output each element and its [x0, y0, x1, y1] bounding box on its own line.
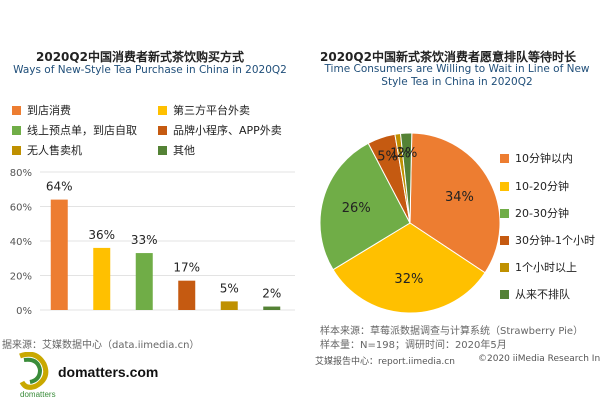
bar-value-label: 33% [131, 233, 158, 247]
legend-item-in-store: 到店消费 [12, 102, 71, 118]
legend-swatch [12, 145, 21, 155]
bar [135, 253, 153, 310]
legend-swatch [158, 145, 167, 155]
gridlines [40, 171, 295, 311]
legend-swatch [500, 289, 509, 299]
pie-chart-subtitle: Time Consumers are Willing to Wait in Li… [324, 63, 590, 88]
legend-item-under-10min: 10分钟以内 [500, 150, 573, 166]
watermark-site: domatters.com [58, 364, 159, 380]
legend-label: 10分钟以内 [515, 152, 573, 165]
bar-value-labels: 64% 36% 33% 17% 5% 2% [46, 180, 281, 301]
legend-swatch [12, 125, 21, 135]
legend-item-10-20min: 10-20分钟 [500, 178, 569, 194]
bar-value-label: 36% [88, 228, 115, 242]
pie-chart-title: 2020Q2中国新式茶饮消费者愿意排队等待时长 [320, 50, 576, 64]
pie-value-label: 26% [342, 201, 371, 216]
legend-item-online-preorder: 线上预点单，到店自取 [12, 122, 137, 138]
pie-value-label: 5% [377, 149, 398, 164]
legend-swatch [500, 181, 509, 191]
legend-label: 其他 [173, 144, 195, 157]
bar-value-label: 2% [262, 287, 281, 301]
y-tick-label: 20% [10, 272, 32, 283]
pie-slices [319, 132, 501, 314]
bar-value-label: 17% [173, 261, 200, 275]
legend-item-third-party-delivery: 第三方平台外卖 [158, 102, 250, 118]
bar-chart: 0% 20% 40% 60% 80% 64% 36% 33% 17% 5% 2% [10, 168, 295, 317]
legend-swatch [12, 105, 21, 115]
legend-item-vending-machine: 无人售卖机 [12, 142, 82, 158]
pie-slice [332, 222, 486, 314]
bar-value-label: 5% [220, 281, 239, 295]
y-tick-label: 0% [16, 306, 32, 317]
legend-swatch [500, 235, 509, 245]
bar [263, 306, 281, 310]
y-axis-ticks: 0% 20% 40% 60% 80% [10, 168, 32, 317]
bar [93, 247, 111, 310]
legend-item-brand-app-delivery: 品牌小程序、APP外卖 [158, 122, 282, 138]
legend-item-other: 其他 [158, 142, 195, 158]
pie-slice [399, 132, 413, 224]
pie-chart: 34% 32% 26% 5%1%2% [319, 132, 501, 314]
legend-swatch [500, 208, 509, 218]
legend-label: 10-20分钟 [515, 180, 569, 193]
bar [50, 199, 68, 310]
legend-item-never-queue: 从来不排队 [500, 286, 570, 302]
pie-chart-source-line-2: 样本量：N=198；调研时间：2020年5月 [320, 340, 507, 351]
pie-value-label: 2% [397, 146, 418, 161]
legend-item-over-1h: 1个小时以上 [500, 259, 577, 275]
legend-swatch [158, 125, 167, 135]
pie-value-labels: 34% 32% 26% 5%1%2% [342, 146, 474, 287]
legend-label: 第三方平台外卖 [173, 104, 250, 117]
pie-value-label: 34% [445, 190, 474, 205]
bar-chart-title: 2020Q2中国消费者新式茶饮购买方式 [36, 50, 244, 64]
pie-chart-source-line-1: 样本来源：草莓派数据调查与计算系统（Strawberry Pie） [320, 326, 584, 337]
domatters-logo-icon [19, 352, 49, 390]
legend-item-20-30min: 20-30分钟 [500, 205, 569, 221]
bar-value-label: 64% [46, 180, 73, 194]
bar-chart-source: 据来源：艾媒数据中心（data.iimedia.cn） [2, 340, 200, 351]
pie-value-label: 32% [394, 272, 423, 287]
y-tick-label: 60% [10, 203, 32, 214]
legend-label: 1个小时以上 [515, 261, 577, 274]
y-tick-label: 40% [10, 237, 32, 248]
bars [50, 199, 281, 310]
legend-label: 30分钟-1个小时 [515, 234, 595, 247]
legend-swatch [500, 153, 509, 163]
pie-value-label: 1% [390, 146, 411, 161]
legend-label: 到店消费 [27, 104, 71, 117]
legend-label: 品牌小程序、APP外卖 [173, 124, 282, 137]
legend-label: 线上预点单，到店自取 [27, 124, 137, 137]
legend-item-30min-1h: 30分钟-1个小时 [500, 232, 595, 248]
watermark-brand: domatters [20, 390, 56, 399]
y-tick-label: 80% [10, 168, 32, 179]
legend-label: 从来不排队 [515, 288, 570, 301]
legend-swatch [500, 262, 509, 272]
bar-chart-subtitle: Ways of New-Style Tea Purchase in China … [13, 64, 287, 76]
footer-report-link[interactable]: 艾媒报告中心：report.iimedia.cn [315, 357, 455, 367]
legend-label: 无人售卖机 [27, 144, 82, 157]
pie-slice [319, 142, 411, 271]
bar [178, 280, 196, 310]
legend-swatch [158, 105, 167, 115]
bar [220, 301, 238, 310]
footer-copyright: ©2020 iiMedia Research Inc [478, 354, 600, 364]
legend-label: 20-30分钟 [515, 207, 569, 220]
